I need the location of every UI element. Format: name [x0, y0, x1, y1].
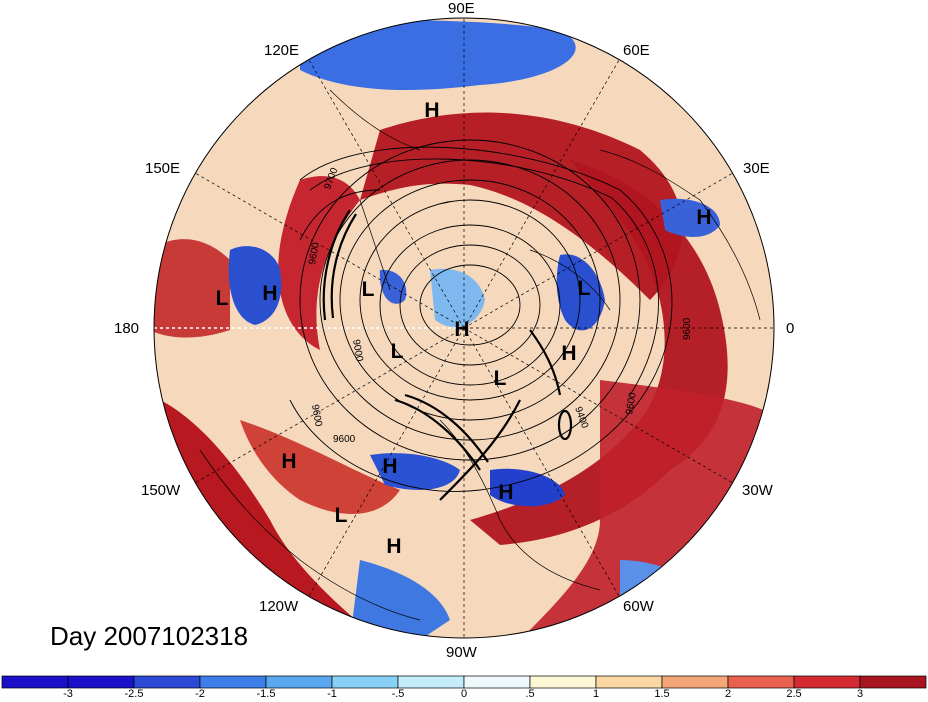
colorbar — [1, 675, 927, 689]
low-pressure-center: L — [391, 340, 404, 363]
colorbar-box — [1, 675, 69, 689]
colorbar-box — [529, 675, 597, 689]
colorbar-box — [133, 675, 201, 689]
colorbar-tick-label: 0 — [460, 688, 468, 700]
colorbar-box — [661, 675, 729, 689]
colorbar-tick-label: -1.5 — [256, 688, 276, 700]
colorbar-tick-label: -2.5 — [124, 688, 144, 700]
lon-label-150e: 150E — [145, 160, 181, 177]
colorbar-box — [463, 675, 531, 689]
high-pressure-center: H — [382, 455, 397, 478]
colorbar-tick-label: 2 — [724, 688, 732, 700]
colorbar-tick-label: .5 — [525, 688, 535, 700]
contour-label: 9600 — [333, 434, 356, 445]
colorbar-box — [793, 675, 861, 689]
colorbar-box — [727, 675, 795, 689]
high-pressure-center: H — [561, 342, 576, 365]
colorbar-box — [67, 675, 135, 689]
low-pressure-center: L — [362, 278, 375, 301]
lon-label-60w: 60W — [623, 598, 654, 615]
colorbar-tick-label: -1 — [327, 688, 337, 700]
low-pressure-center: L — [335, 504, 348, 527]
high-pressure-center: H — [454, 318, 469, 341]
contour-label: 9600 — [307, 241, 322, 265]
low-pressure-center: L — [578, 277, 591, 300]
lon-label-180: 180 — [114, 320, 140, 337]
contour-label: 9600 — [682, 317, 693, 340]
high-pressure-center: H — [696, 206, 711, 229]
lon-label-60e: 60E — [623, 42, 650, 59]
lon-label-120w: 120W — [259, 598, 299, 615]
colorbar-box — [397, 675, 465, 689]
colorbar-tick-label: -2 — [195, 688, 205, 700]
high-pressure-center: H — [262, 282, 277, 305]
colorbar-box — [331, 675, 399, 689]
colorbar-box — [595, 675, 663, 689]
low-pressure-center: L — [216, 287, 229, 310]
contour-label: 9600 — [624, 391, 639, 415]
lon-label-90w: 90W — [446, 644, 477, 661]
day-label: Day 2007102318 — [50, 621, 249, 651]
lon-label-150w: 150W — [141, 482, 181, 499]
colorbar-box — [199, 675, 267, 689]
high-pressure-center: H — [386, 535, 401, 558]
low-pressure-center: L — [494, 367, 507, 390]
colorbar-box — [265, 675, 333, 689]
colorbar-tick-label: -3 — [63, 688, 73, 700]
colorbar-tick-label: 2.5 — [786, 688, 802, 700]
colorbar-tick-label: 1 — [592, 688, 600, 700]
lon-label-30e: 30E — [743, 160, 770, 177]
colorbar-tick-label: -.5 — [391, 688, 405, 700]
lon-label-0: 0 — [786, 320, 795, 337]
high-pressure-center: H — [281, 450, 296, 473]
colorbar-tick-label: 1.5 — [654, 688, 670, 700]
coastlines — [199, 89, 761, 621]
map-boundary — [153, 17, 775, 639]
high-pressure-center: H — [498, 481, 513, 504]
colorbar-tick-label: 3 — [856, 688, 864, 700]
jet-streaks — [322, 209, 573, 501]
contour-label: 9000 — [350, 339, 365, 363]
lon-label-120e: 120E — [264, 42, 300, 59]
height-contours — [289, 139, 673, 492]
lon-label-90e: 90E — [448, 0, 475, 17]
contour-label: 9600 — [309, 404, 324, 428]
lon-label-30w: 30W — [742, 482, 773, 499]
colorbar-box — [859, 675, 927, 689]
high-pressure-center: H — [424, 99, 439, 122]
graticule — [154, 18, 774, 638]
